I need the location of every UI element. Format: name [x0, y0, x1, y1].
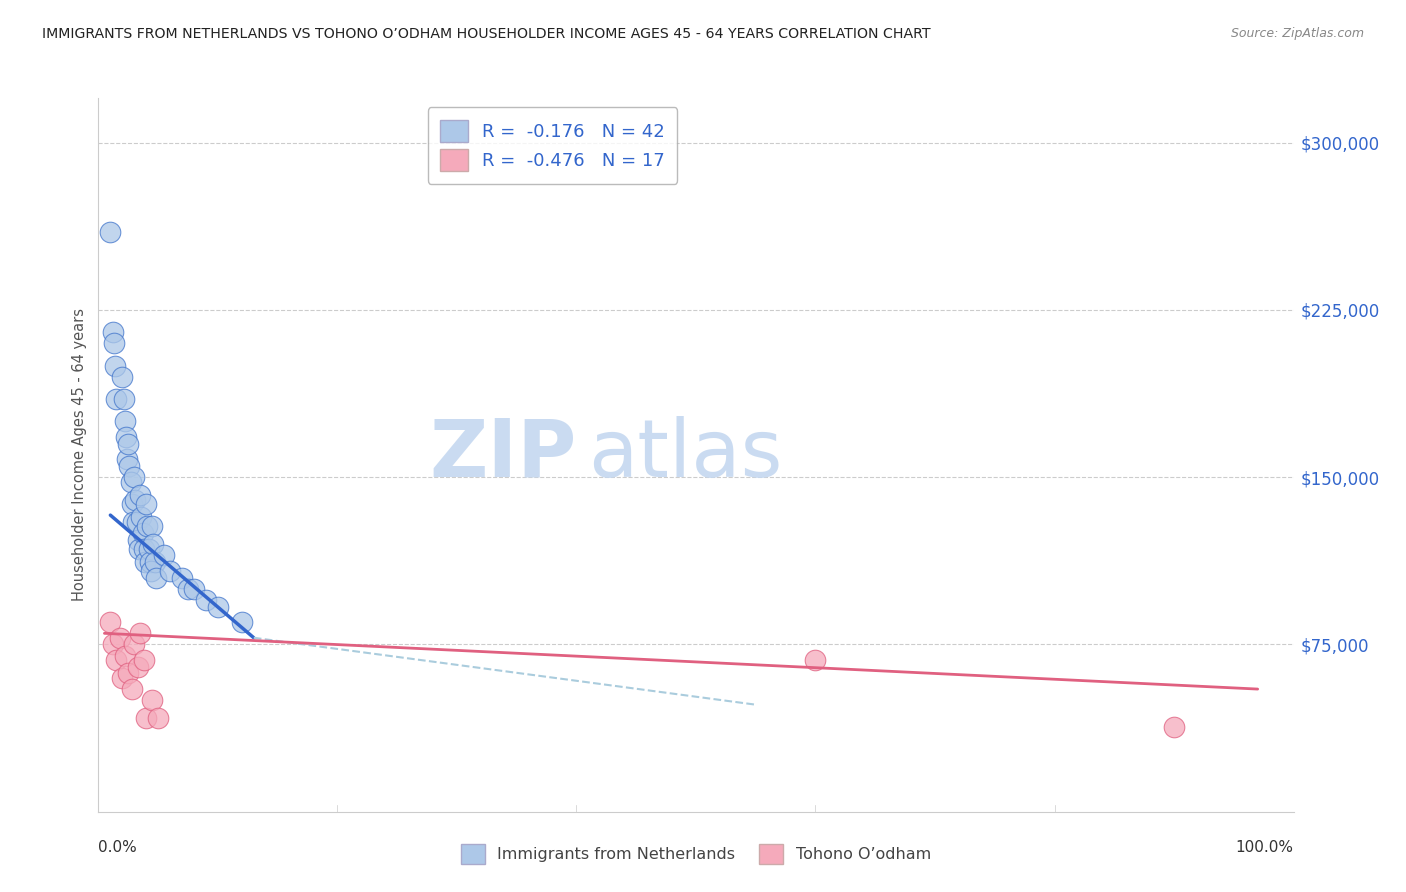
Text: ZIP: ZIP [429, 416, 576, 494]
Point [136, 519, 159, 533]
Point [120, 475, 142, 489]
Point [143, 555, 166, 569]
Point [105, 653, 128, 667]
Text: IMMIGRANTS FROM NETHERLANDS VS TOHONO O’ODHAM HOUSEHOLDER INCOME AGES 45 - 64 YE: IMMIGRANTS FROM NETHERLANDS VS TOHONO O’… [42, 27, 931, 41]
Text: Source: ZipAtlas.com: Source: ZipAtlas.com [1230, 27, 1364, 40]
Point [134, 555, 156, 569]
Point [115, 452, 138, 467]
Point [117, 436, 139, 450]
Point [124, 492, 146, 507]
Point [104, 359, 127, 373]
Point [139, 564, 162, 578]
Point [127, 533, 149, 547]
Point [112, 392, 135, 407]
Point [135, 497, 157, 511]
Point [122, 515, 145, 529]
Point [114, 414, 136, 428]
Point [101, 637, 124, 651]
Point [108, 631, 131, 645]
Point [131, 510, 153, 524]
Point [138, 541, 160, 556]
Point [111, 369, 134, 384]
Point [132, 653, 155, 667]
Point [172, 571, 194, 585]
Point [177, 582, 200, 596]
Point [115, 430, 138, 444]
Point [111, 671, 134, 685]
Point [125, 515, 148, 529]
Point [142, 537, 165, 551]
Point [159, 564, 181, 578]
Point [207, 599, 229, 614]
Point [804, 653, 827, 667]
Point [124, 637, 146, 651]
Point [148, 711, 170, 725]
Point [101, 325, 124, 339]
Point [153, 548, 176, 563]
Point [98, 225, 122, 239]
Point [1163, 720, 1185, 734]
Point [141, 519, 163, 533]
Point [103, 336, 125, 351]
Point [132, 541, 155, 556]
Point [118, 458, 141, 473]
Point [129, 488, 152, 502]
Point [124, 470, 146, 484]
Point [129, 626, 152, 640]
Point [135, 711, 157, 725]
Point [131, 526, 153, 541]
Point [139, 555, 162, 569]
Text: 0.0%: 0.0% [98, 840, 138, 855]
Point [183, 582, 205, 596]
Point [127, 660, 149, 674]
Point [114, 648, 136, 663]
Y-axis label: Householder Income Ages 45 - 64 years: Householder Income Ages 45 - 64 years [72, 309, 87, 601]
Point [117, 666, 139, 681]
Point [121, 497, 143, 511]
Point [128, 541, 150, 556]
Text: 100.0%: 100.0% [1236, 840, 1294, 855]
Point [121, 681, 143, 696]
Point [105, 392, 128, 407]
Text: atlas: atlas [588, 416, 783, 494]
Legend: Immigrants from Netherlands, Tohono O’odham: Immigrants from Netherlands, Tohono O’od… [453, 836, 939, 871]
Point [141, 693, 163, 707]
Point [98, 615, 122, 630]
Point [231, 615, 253, 630]
Point [145, 571, 167, 585]
Point [194, 592, 218, 607]
